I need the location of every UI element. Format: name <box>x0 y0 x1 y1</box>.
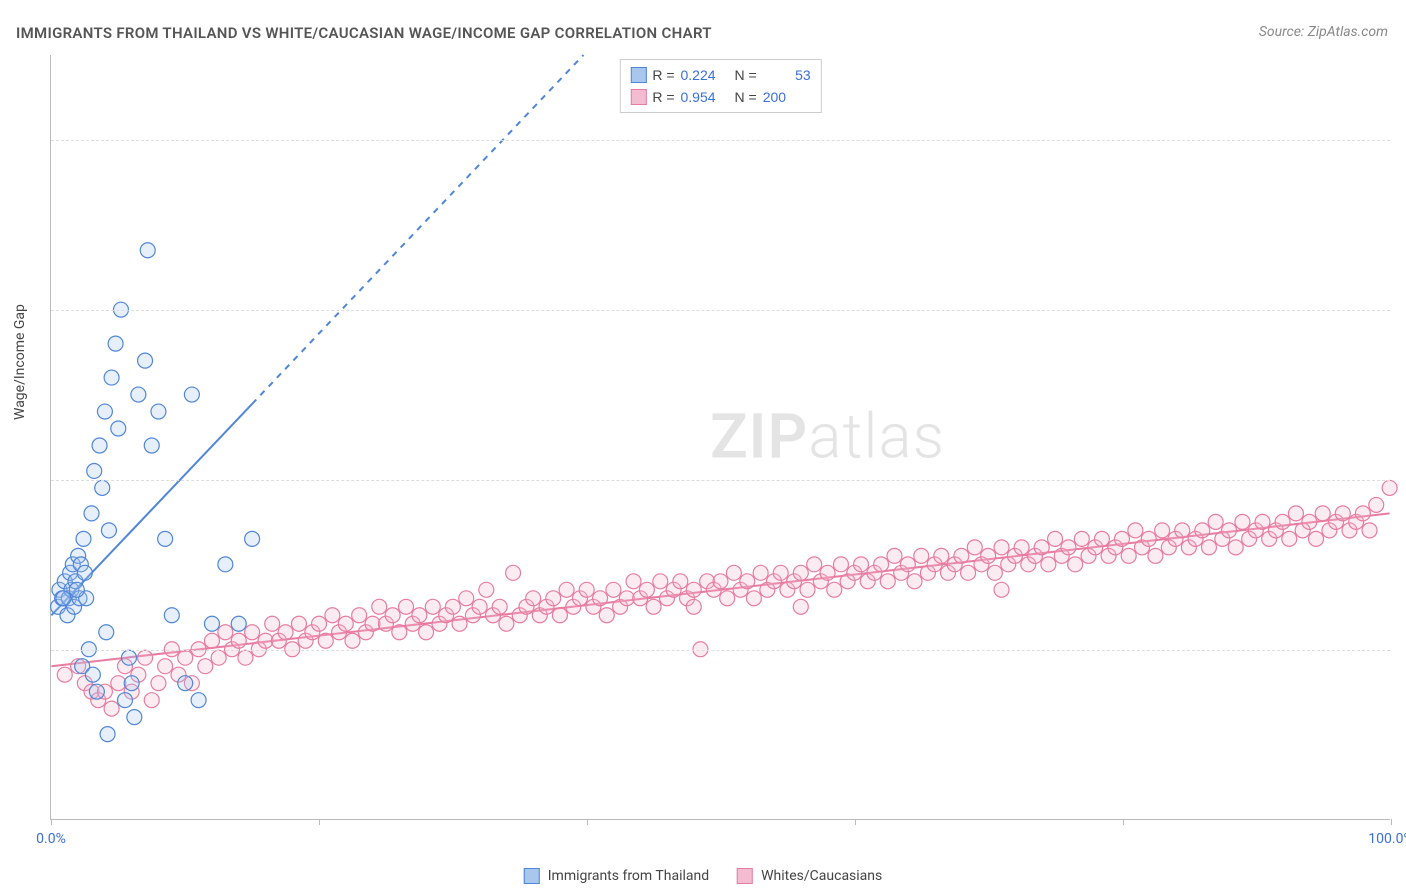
legend-n-label: N = <box>735 89 757 105</box>
swatch-series-2 <box>737 868 753 884</box>
x-tick-label: 100.0% <box>1368 831 1406 847</box>
legend-label: Whites/Caucasians <box>761 868 882 884</box>
plot-area: R = 0.224 N = 53 R = 0.954 N = 200 ZIPat… <box>50 55 1390 820</box>
legend-r-label: R = <box>652 67 674 83</box>
y-axis-label: Wage/Income Gap <box>12 304 28 420</box>
legend-item: Whites/Caucasians <box>737 868 882 884</box>
legend-n-label: N = <box>735 67 757 83</box>
legend-r-value: 0.954 <box>681 89 729 105</box>
legend-stats-row: R = 0.224 N = 53 <box>630 64 810 86</box>
legend-bottom: Immigrants from Thailand Whites/Caucasia… <box>524 868 883 884</box>
legend-n-value: 200 <box>763 89 811 105</box>
legend-stats: R = 0.224 N = 53 R = 0.954 N = 200 <box>619 59 821 113</box>
legend-item: Immigrants from Thailand <box>524 868 709 884</box>
y-tick-label: 60.0% <box>1395 302 1406 318</box>
chart-container: IMMIGRANTS FROM THAILAND VS WHITE/CAUCAS… <box>0 0 1406 892</box>
source-label: Source: ZipAtlas.com <box>1259 24 1388 40</box>
y-tick-label: 20.0% <box>1395 642 1406 658</box>
swatch-series-1 <box>630 67 646 83</box>
swatch-series-2 <box>630 89 646 105</box>
legend-r-value: 0.224 <box>681 67 729 83</box>
legend-stats-row: R = 0.954 N = 200 <box>630 86 810 108</box>
legend-r-label: R = <box>652 89 674 105</box>
y-tick-label: 40.0% <box>1395 472 1406 488</box>
legend-n-value: 53 <box>763 67 811 83</box>
swatch-series-1 <box>524 868 540 884</box>
plot-svg <box>51 55 1390 819</box>
legend-label: Immigrants from Thailand <box>548 868 709 884</box>
x-tick-label: 0.0% <box>36 831 66 847</box>
y-tick-label: 80.0% <box>1395 132 1406 148</box>
chart-title: IMMIGRANTS FROM THAILAND VS WHITE/CAUCAS… <box>16 24 712 42</box>
